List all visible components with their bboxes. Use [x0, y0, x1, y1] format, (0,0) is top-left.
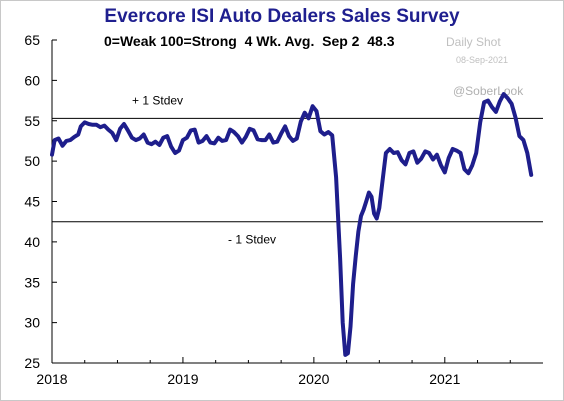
watermark-source: Daily Shot [446, 35, 501, 49]
x-tick-label: 2021 [429, 371, 460, 387]
x-tick-label: 2020 [298, 371, 329, 387]
chart-title: Evercore ISI Auto Dealers Sales Survey [104, 6, 460, 27]
x-tick-label: 2018 [36, 371, 67, 387]
y-tick-label: 65 [24, 32, 40, 48]
chart-subtitle: 0=Weak 100=Strong 4 Wk. Avg. Sep 2 48.3 [104, 33, 395, 49]
reference-line-label: - 1 Stdev [228, 233, 276, 247]
y-tick-label: 45 [24, 194, 40, 210]
y-tick-label: 55 [24, 113, 40, 129]
y-tick-label: 25 [24, 355, 40, 371]
watermark-date: 08-Sep-2021 [456, 55, 509, 65]
y-tick-label: 60 [24, 72, 40, 88]
x-tick-label: 2019 [167, 371, 198, 387]
y-tick-label: 35 [24, 274, 40, 290]
series-line [50, 92, 534, 357]
y-tick-label: 30 [24, 315, 40, 331]
reference-line-label: + 1 Stdev [132, 93, 183, 107]
y-tick-label: 40 [24, 234, 40, 250]
y-tick-label: 50 [24, 153, 40, 169]
